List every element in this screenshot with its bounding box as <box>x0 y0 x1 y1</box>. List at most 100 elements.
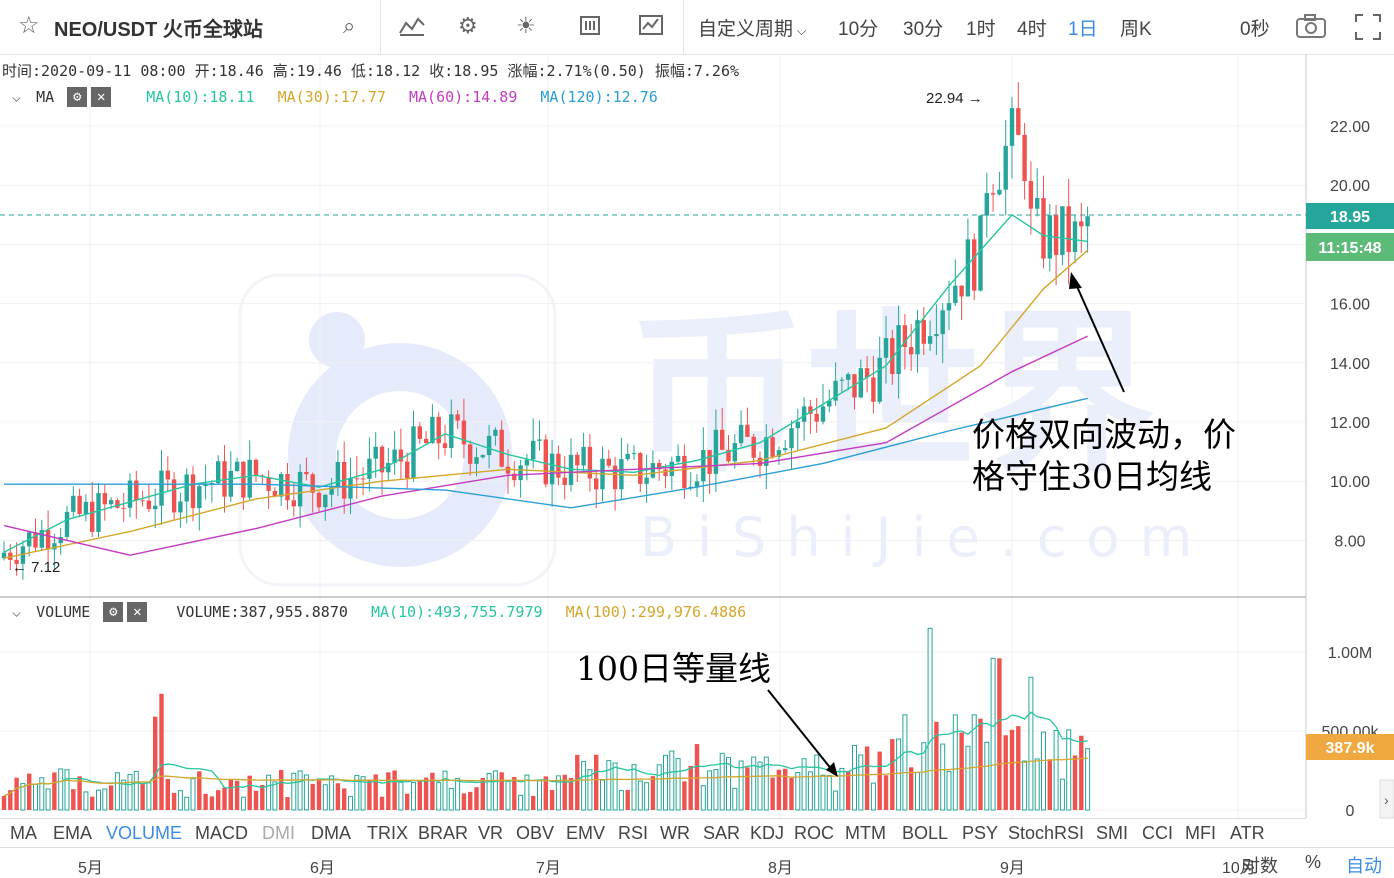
volume-ma10-label: MA(10):493,755.7979 <box>370 602 543 621</box>
period-1d[interactable]: 1日 <box>1068 19 1098 40</box>
theme-icon[interactable]: ☀ <box>516 13 536 38</box>
indicator-tab-kdj[interactable]: KDJ <box>750 823 785 843</box>
candle-body <box>140 500 145 502</box>
month-label: 7月 <box>536 860 561 877</box>
candle-body <box>524 459 530 466</box>
percent-scale-toggle[interactable]: % <box>1305 852 1322 872</box>
ma-legend-name: MA <box>36 87 55 106</box>
indicator-tab-mtm[interactable]: MTM <box>845 823 886 843</box>
volume-bar <box>146 782 152 811</box>
indicator-tab-psy[interactable]: PSY <box>962 823 999 843</box>
collapse-volume-icon[interactable]: ⌵ <box>12 602 22 621</box>
layout-icon[interactable] <box>578 13 602 43</box>
indicator-tab-trix[interactable]: TRIX <box>367 823 409 843</box>
candle-body <box>184 474 189 502</box>
period-4h[interactable]: 4时 <box>1017 19 1047 40</box>
volume-bar <box>738 760 744 811</box>
indicator-tab-obv[interactable]: OBV <box>516 823 555 843</box>
volume-bar <box>121 779 127 811</box>
indicator-tab-ma[interactable]: MA <box>10 823 37 843</box>
volume-bar <box>846 771 851 810</box>
indicator-tab-rsi[interactable]: RSI <box>618 823 649 843</box>
volume-bar <box>883 775 889 810</box>
volume-bar <box>90 796 95 810</box>
scroll-right-button[interactable] <box>1379 779 1394 819</box>
indicator-tab-roc[interactable]: ROC <box>794 823 834 843</box>
search-icon[interactable]: ⌕ <box>343 13 356 38</box>
indicator-tab-dmi[interactable]: DMI <box>262 823 295 843</box>
volume-bar <box>826 775 832 811</box>
indicator-tab-smi[interactable]: SMI <box>1096 823 1129 843</box>
info-change: 涨幅:2.71%(0.50) <box>507 62 646 80</box>
auto-scale-toggle[interactable]: 自动 <box>1346 856 1382 876</box>
period-30min[interactable]: 30分 <box>903 19 944 40</box>
volume-settings-gear-icon[interactable]: ⚙ <box>103 602 124 622</box>
fullscreen-icon[interactable] <box>1354 13 1382 47</box>
candle-body <box>757 457 763 466</box>
candle-body <box>316 492 322 508</box>
indicator-tab-volume[interactable]: VOLUME <box>106 823 183 843</box>
candle-body <box>720 429 725 450</box>
custom-period-dropdown[interactable]: 自定义周期 ⌵ <box>698 14 806 41</box>
gear-icon[interactable]: ⚙ <box>458 13 478 38</box>
ma-settings-gear-icon[interactable]: ⚙ <box>67 87 88 107</box>
volume-bar <box>71 789 76 810</box>
volume-bar <box>499 772 504 810</box>
volume-bar <box>575 754 580 810</box>
indicator-tab-sar[interactable]: SAR <box>703 823 741 843</box>
indicator-tab-macd[interactable]: MACD <box>195 823 248 843</box>
volume-bar <box>1003 735 1008 810</box>
volume-bar <box>776 769 782 810</box>
indicator-tab-brar[interactable]: BRAR <box>418 823 469 843</box>
volume-bar <box>789 778 794 810</box>
indicator-tab-boll[interactable]: BOLL <box>902 823 949 843</box>
candle-body <box>669 461 674 476</box>
period-10min[interactable]: 10分 <box>838 19 879 40</box>
indicator-tab-emv[interactable]: EMV <box>566 823 606 843</box>
volume-bar <box>272 781 278 811</box>
log-scale-toggle[interactable]: 对数 <box>1242 856 1278 876</box>
chart-type-icon[interactable] <box>638 13 664 43</box>
volume-close-icon[interactable]: ✕ <box>127 602 148 622</box>
candle-body <box>480 455 485 458</box>
indicator-tab-stochrsi[interactable]: StochRSI <box>1008 823 1085 843</box>
volume-bar <box>997 658 1002 810</box>
volume-note-arrow <box>767 689 833 771</box>
candle-body <box>96 493 101 532</box>
volume-bar <box>216 790 221 810</box>
candle-body <box>915 320 920 355</box>
info-amplitude: 振幅:7.26% <box>654 62 740 80</box>
volume-bar <box>322 784 328 811</box>
candle-body <box>304 471 309 475</box>
candle-body <box>108 500 114 505</box>
candle-body <box>373 446 378 459</box>
candle-body <box>115 500 120 508</box>
indicator-tab-wr[interactable]: WR <box>660 823 690 843</box>
indicator-tab-cci[interactable]: CCI <box>1142 823 1173 843</box>
indicator-tab-ema[interactable]: EMA <box>53 823 93 843</box>
collapse-ma-icon[interactable]: ⌵ <box>12 87 22 106</box>
volume-bar <box>745 767 750 810</box>
indicator-icon[interactable] <box>398 13 426 43</box>
volume-bar <box>713 769 719 811</box>
volume-bar <box>83 791 89 811</box>
ma-close-icon[interactable]: ✕ <box>91 87 112 107</box>
indicator-tab-atr[interactable]: ATR <box>1230 823 1265 843</box>
ma-line-ma30 <box>3 249 1089 559</box>
volume-bar <box>700 785 706 811</box>
indicator-tab-dma[interactable]: DMA <box>311 823 351 843</box>
indicator-tab-vr[interactable]: VR <box>478 823 504 843</box>
camera-icon[interactable] <box>1295 13 1327 45</box>
month-label: 5月 <box>78 860 103 877</box>
candle-body <box>575 454 580 466</box>
volume-bar <box>316 778 322 810</box>
period-1h[interactable]: 1时 <box>966 19 996 40</box>
period-week[interactable]: 周K <box>1120 19 1152 40</box>
price-note-line2: 格守住30日均线 <box>972 457 1212 496</box>
volume-bar <box>656 764 662 811</box>
star-icon[interactable]: ☆ <box>18 12 40 39</box>
indicator-tab-mfi[interactable]: MFI <box>1185 823 1216 843</box>
candle-body <box>102 493 107 505</box>
candle-body <box>713 429 719 474</box>
